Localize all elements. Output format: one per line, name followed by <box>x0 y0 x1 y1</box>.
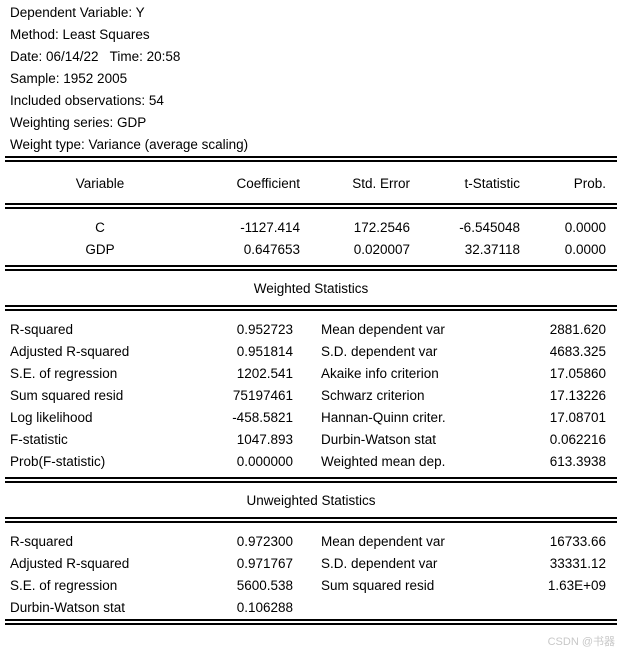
t-statistic-cell: 32.37118 <box>464 242 520 257</box>
stat-row: Prob(F-statistic) 0.000000 Weighted mean… <box>0 451 622 473</box>
stat-label: Mean dependent var <box>321 322 445 337</box>
sample-line: Sample: 1952 2005 <box>10 71 128 86</box>
unweighted-statistics-table: R-squared 0.972300 Mean dependent var 16… <box>0 531 622 619</box>
variable-cell: C <box>95 220 105 235</box>
stat-label: Weighted mean dep. <box>321 454 446 469</box>
weighted-statistics-table: R-squared 0.952723 Mean dependent var 28… <box>0 319 622 473</box>
csdn-watermark: CSDN @书器 <box>547 636 615 648</box>
stat-label: Sum squared resid <box>321 578 435 593</box>
divider-below-coefficients <box>5 265 617 271</box>
stat-value: 33331.12 <box>549 556 606 571</box>
column-header-std-error: Std. Error <box>352 176 410 191</box>
stat-value: 0.062216 <box>549 432 606 447</box>
column-header-t-statistic: t-Statistic <box>464 176 520 191</box>
stat-value: 17.08701 <box>549 410 606 425</box>
prob-cell: 0.0000 <box>564 242 606 257</box>
stat-value: 75197461 <box>232 388 293 403</box>
stat-label: R-squared <box>10 534 74 549</box>
stat-row: Adjusted R-squared 0.951814 S.D. depende… <box>0 341 622 363</box>
weighted-statistics-title: Weighted Statistics <box>253 281 369 296</box>
stat-value: 0.951814 <box>236 344 293 359</box>
method-line: Method: Least Squares <box>10 27 150 42</box>
observations-line: Included observations: 54 <box>10 93 164 108</box>
stat-label: Adjusted R-squared <box>10 344 130 359</box>
stat-value: -458.5821 <box>232 410 293 425</box>
stat-label: Sum squared resid <box>10 388 124 403</box>
stat-label: F-statistic <box>10 432 68 447</box>
stat-label: Log likelihood <box>10 410 93 425</box>
stat-row: S.E. of regression 1202.541 Akaike info … <box>0 363 622 385</box>
stat-row: R-squared 0.972300 Mean dependent var 16… <box>0 531 622 553</box>
stat-label: Schwarz criterion <box>321 388 425 403</box>
stat-row: R-squared 0.952723 Mean dependent var 28… <box>0 319 622 341</box>
stat-row: Sum squared resid 75197461 Schwarz crite… <box>0 385 622 407</box>
stat-row: S.E. of regression 5600.538 Sum squared … <box>0 575 622 597</box>
column-header-prob: Prob. <box>573 176 606 191</box>
stat-row: Adjusted R-squared 0.971767 S.D. depende… <box>0 553 622 575</box>
dependent-variable-line: Dependent Variable: Y <box>10 5 145 20</box>
stat-value: 0.106288 <box>236 600 293 615</box>
coefficient-cell: 0.647653 <box>243 242 300 257</box>
divider-bottom <box>5 619 617 625</box>
stat-label: Durbin-Watson stat <box>10 600 126 615</box>
divider-below-weighted-title <box>5 305 617 311</box>
stat-value: 4683.325 <box>549 344 606 359</box>
stat-value: 613.3938 <box>549 454 606 469</box>
stat-value: 1.63E+09 <box>547 578 606 593</box>
divider-below-unweighted-title <box>5 517 617 523</box>
stat-value: 1047.893 <box>236 432 293 447</box>
stat-value: 17.13226 <box>549 388 606 403</box>
stat-label: S.E. of regression <box>10 578 118 593</box>
stat-value: 0.971767 <box>236 556 293 571</box>
divider-top <box>5 156 617 162</box>
divider-below-weighted-stats <box>5 477 617 483</box>
stat-value: 0.972300 <box>236 534 293 549</box>
std-error-cell: 0.020007 <box>353 242 410 257</box>
prob-cell: 0.0000 <box>564 220 606 235</box>
stat-label: Durbin-Watson stat <box>321 432 437 447</box>
stat-label: S.D. dependent var <box>321 344 438 359</box>
column-header-variable: Variable <box>75 176 125 191</box>
stat-value: 5600.538 <box>236 578 293 593</box>
stat-row: Durbin-Watson stat 0.106288 <box>0 597 622 619</box>
stat-label: S.D. dependent var <box>321 556 438 571</box>
stat-label: Prob(F-statistic) <box>10 454 106 469</box>
stat-value: 17.05860 <box>549 366 606 381</box>
stat-value: 2881.620 <box>549 322 606 337</box>
weight-type-line: Weight type: Variance (average scaling) <box>10 137 249 152</box>
stat-value: 16733.66 <box>549 534 606 549</box>
divider-below-header <box>5 203 617 209</box>
t-statistic-cell: -6.545048 <box>459 220 520 235</box>
stat-label: Akaike info criterion <box>321 366 439 381</box>
coefficient-cell: -1127.414 <box>240 220 300 235</box>
stat-row: F-statistic 1047.893 Durbin-Watson stat … <box>0 429 622 451</box>
stat-label: Hannan-Quinn criter. <box>321 410 446 425</box>
table-row: GDP 0.647653 0.020007 32.37118 0.0000 <box>0 239 622 261</box>
stat-value <box>496 597 606 619</box>
coefficient-table-header: Variable Coefficient Std. Error t-Statis… <box>0 173 622 195</box>
table-row: C -1127.414 172.2546 -6.545048 0.0000 <box>0 217 622 239</box>
stat-value: 1202.541 <box>236 366 293 381</box>
stat-value: 0.952723 <box>236 322 293 337</box>
date-time-line: Date: 06/14/22 Time: 20:58 <box>10 49 181 64</box>
stat-value: 0.000000 <box>236 454 293 469</box>
stat-label: Adjusted R-squared <box>10 556 130 571</box>
stat-label: Mean dependent var <box>321 534 445 549</box>
stat-label <box>321 597 496 619</box>
stat-row: Log likelihood -458.5821 Hannan-Quinn cr… <box>0 407 622 429</box>
stat-label: R-squared <box>10 322 74 337</box>
column-header-coefficient: Coefficient <box>236 176 300 191</box>
weighting-series-line: Weighting series: GDP <box>10 115 147 130</box>
stat-label: S.E. of regression <box>10 366 118 381</box>
variable-cell: GDP <box>85 242 115 257</box>
std-error-cell: 172.2546 <box>353 220 410 235</box>
unweighted-statistics-title: Unweighted Statistics <box>246 493 376 508</box>
coefficient-table-body: C -1127.414 172.2546 -6.545048 0.0000 GD… <box>0 217 622 261</box>
estimation-summary: Dependent Variable: Y Method: Least Squa… <box>0 2 622 156</box>
